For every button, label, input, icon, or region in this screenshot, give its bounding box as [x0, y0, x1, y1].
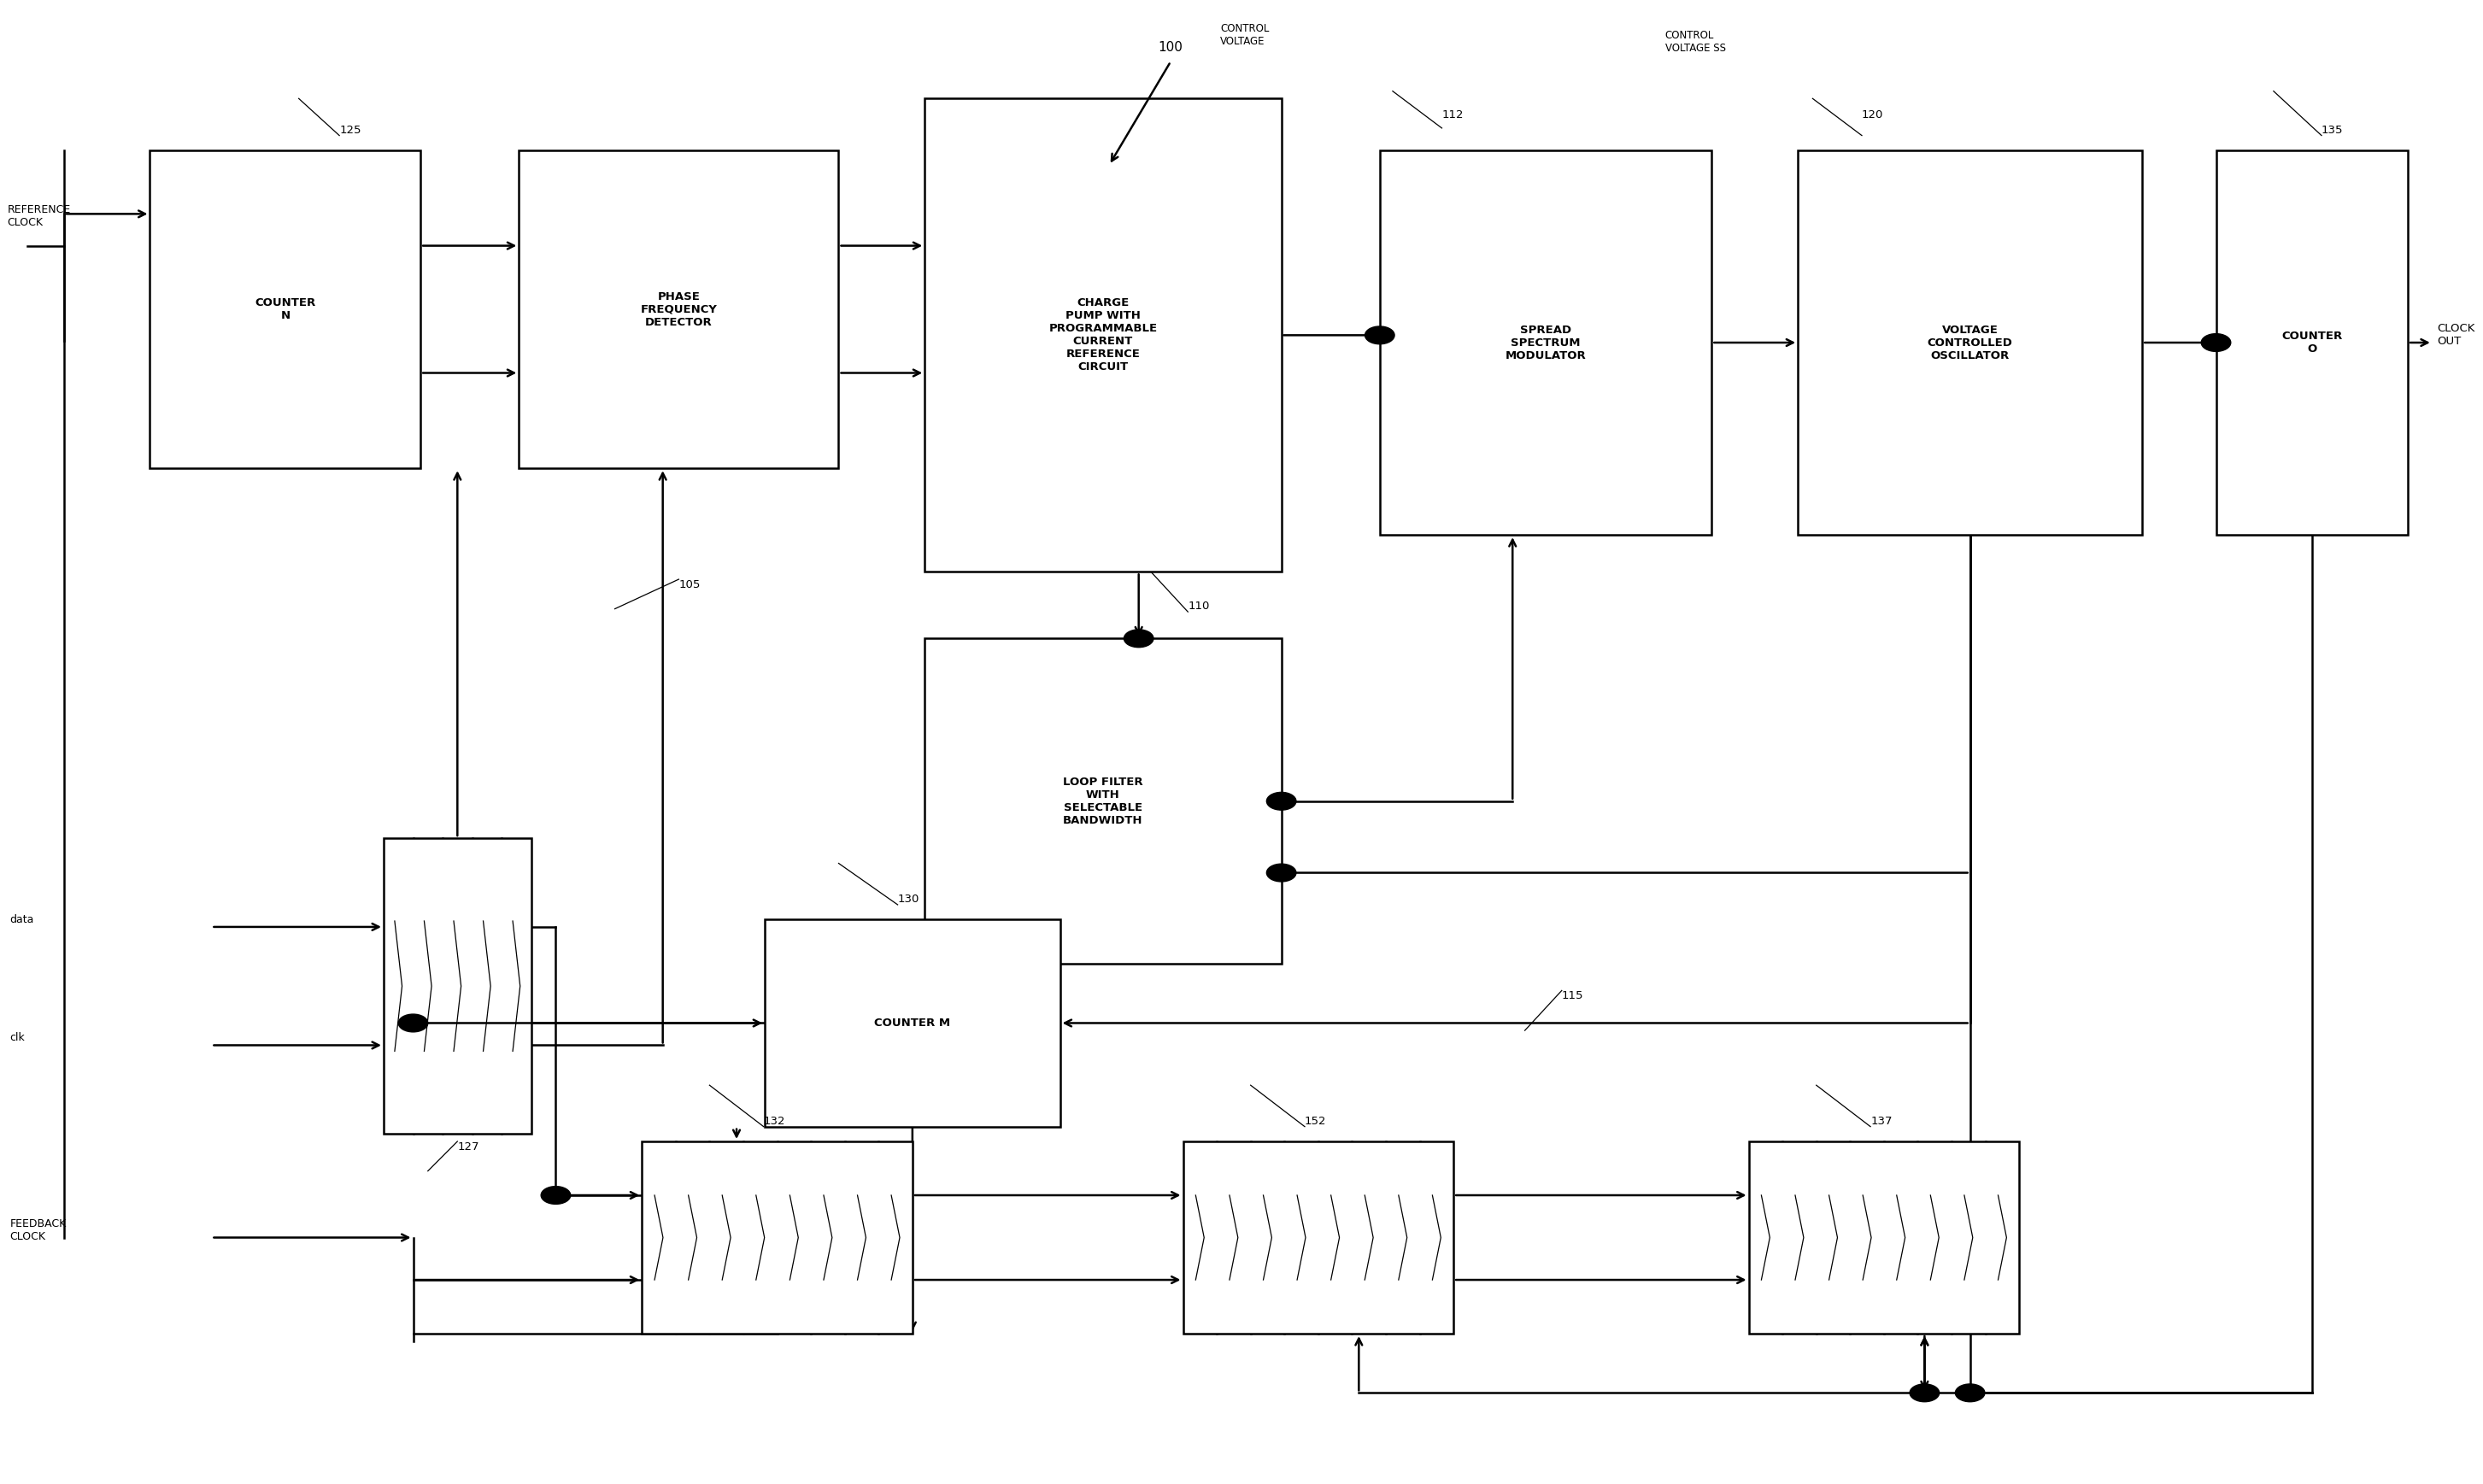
- Bar: [765, 920, 1060, 1126]
- Bar: [643, 1141, 911, 1334]
- Text: CHARGE
PUMP WITH
PROGRAMMABLE
CURRENT
REFERENCE
CIRCUIT: CHARGE PUMP WITH PROGRAMMABLE CURRENT RE…: [1048, 298, 1157, 372]
- Text: 152: 152: [1304, 1116, 1326, 1126]
- Text: VOLTAGE
CONTROLLED
OSCILLATOR: VOLTAGE CONTROLLED OSCILLATOR: [1927, 324, 2014, 361]
- Text: 125: 125: [340, 125, 360, 135]
- Circle shape: [1954, 1385, 1984, 1402]
- Text: data: data: [10, 914, 35, 925]
- Circle shape: [1909, 1385, 1939, 1402]
- Bar: [382, 838, 531, 1134]
- Text: 105: 105: [678, 579, 700, 591]
- Text: COUNTER
O: COUNTER O: [2282, 331, 2341, 355]
- Bar: [2215, 150, 2409, 534]
- Circle shape: [1266, 864, 1296, 881]
- Text: 127: 127: [457, 1141, 479, 1153]
- Circle shape: [541, 1186, 571, 1204]
- Text: PHASE
FREQUENCY
DETECTOR: PHASE FREQUENCY DETECTOR: [641, 291, 718, 328]
- Bar: [924, 98, 1281, 571]
- Bar: [1748, 1141, 2019, 1334]
- Text: CONTROL
VOLTAGE SS: CONTROL VOLTAGE SS: [1666, 30, 1726, 53]
- Text: LOOP FILTER
WITH
SELECTABLE
BANDWIDTH: LOOP FILTER WITH SELECTABLE BANDWIDTH: [1063, 776, 1142, 827]
- Bar: [519, 150, 839, 469]
- Bar: [1798, 150, 2143, 534]
- Text: clk: clk: [10, 1033, 25, 1043]
- Text: 132: 132: [765, 1116, 785, 1126]
- Text: 115: 115: [1562, 990, 1584, 1002]
- Circle shape: [397, 1014, 427, 1031]
- Text: REFERENCE
CLOCK: REFERENCE CLOCK: [7, 205, 70, 229]
- Bar: [1182, 1141, 1453, 1334]
- Bar: [149, 150, 420, 469]
- Bar: [1381, 150, 1711, 534]
- Text: CONTROL
VOLTAGE: CONTROL VOLTAGE: [1222, 22, 1269, 47]
- Text: COUNTER
N: COUNTER N: [256, 297, 315, 321]
- Text: FEEDBACK
CLOCK: FEEDBACK CLOCK: [10, 1218, 67, 1242]
- Circle shape: [1266, 792, 1296, 810]
- Text: 120: 120: [1862, 110, 1885, 120]
- Circle shape: [1366, 326, 1395, 344]
- Text: 110: 110: [1187, 601, 1209, 611]
- Text: CLOCK
OUT: CLOCK OUT: [2438, 324, 2476, 347]
- Text: 130: 130: [899, 893, 919, 905]
- Circle shape: [1125, 629, 1155, 647]
- Circle shape: [2202, 334, 2230, 352]
- Bar: [924, 638, 1281, 965]
- Text: 100: 100: [1160, 42, 1182, 53]
- Text: 137: 137: [1870, 1116, 1892, 1126]
- Text: 112: 112: [1443, 110, 1462, 120]
- Text: 135: 135: [2322, 125, 2344, 135]
- Text: SPREAD
SPECTRUM
MODULATOR: SPREAD SPECTRUM MODULATOR: [1505, 324, 1587, 361]
- Text: COUNTER M: COUNTER M: [874, 1018, 951, 1028]
